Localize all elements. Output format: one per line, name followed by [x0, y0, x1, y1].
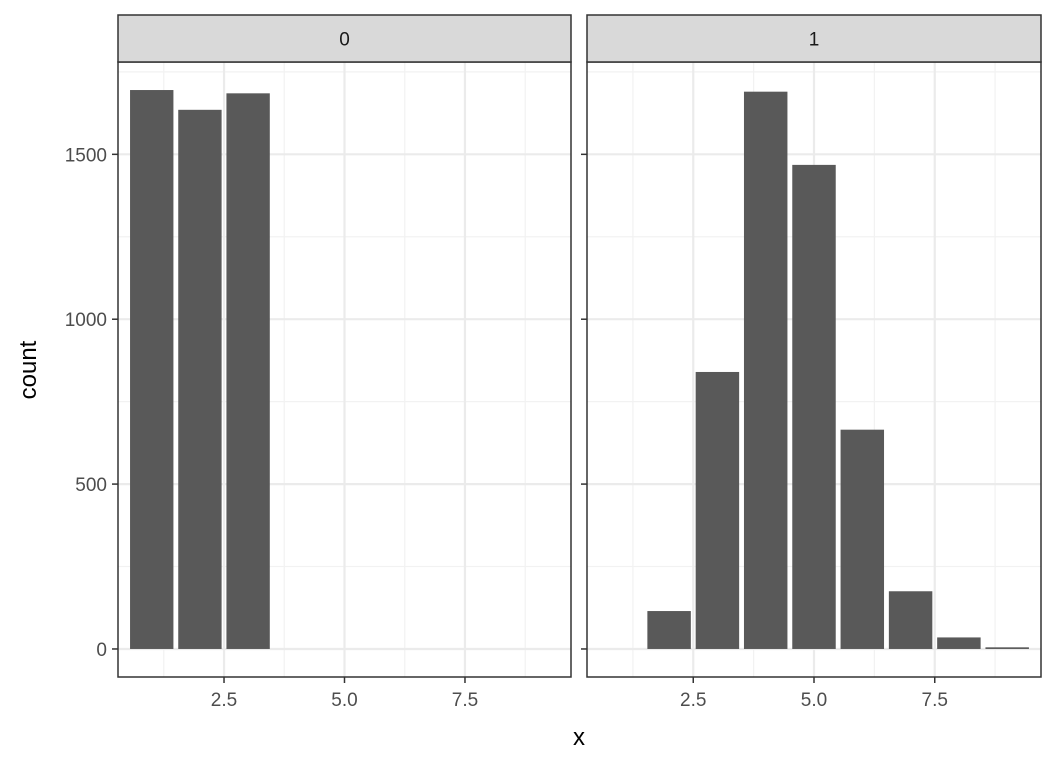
facet-strip [117, 14, 572, 63]
histogram-bar [743, 91, 788, 649]
facet-strip-label: 1 [809, 30, 820, 51]
facet-panel-1: 1 2.5 5.0 7.5 [581, 14, 1042, 711]
histogram-bar [840, 429, 885, 649]
histogram-bar [647, 611, 691, 649]
x-tick-label: 7.5 [452, 690, 478, 711]
histogram-bar [130, 90, 174, 649]
x-tick-label: 2.5 [680, 690, 706, 711]
histogram-bar [178, 109, 222, 649]
histogram-bar [985, 647, 1029, 649]
y-tick-label: 1000 [65, 310, 107, 331]
x-axis-title: x [573, 724, 585, 751]
y-tick-label: 500 [75, 475, 107, 496]
x-tick-label: 5.0 [801, 690, 827, 711]
facet-strip-label: 0 [339, 30, 350, 51]
x-tick-label: 7.5 [922, 690, 948, 711]
y-tick-label: 1500 [65, 145, 107, 166]
x-tick-label: 2.5 [211, 690, 237, 711]
y-axis: 0 500 1000 1500 [65, 145, 107, 661]
y-tick-label: 0 [96, 640, 107, 661]
histogram-bar [937, 637, 981, 649]
facet-panel-0: 0 2.5 5.0 7.5 [112, 14, 572, 711]
histogram-bar [888, 591, 933, 649]
facet-strip [586, 14, 1042, 63]
histogram-bar [792, 164, 836, 649]
histogram-bar [226, 93, 270, 649]
x-tick-label: 5.0 [331, 690, 357, 711]
panels: 0 2.5 5.0 7.5 1 2.5 5.0 7.5 [112, 14, 1042, 711]
histogram-bar [695, 371, 740, 649]
y-axis-title: count [15, 340, 42, 399]
